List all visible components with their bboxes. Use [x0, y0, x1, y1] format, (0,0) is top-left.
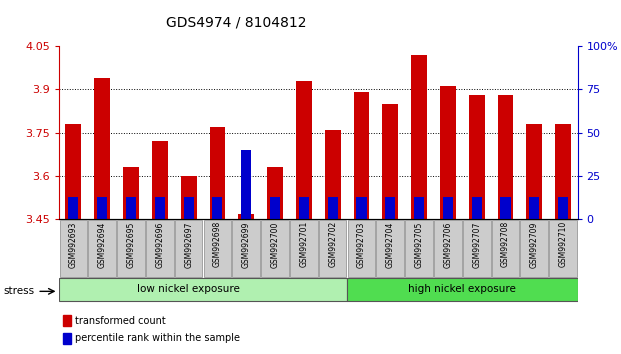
FancyBboxPatch shape: [117, 220, 145, 277]
Text: GSM992700: GSM992700: [271, 221, 279, 268]
Text: GSM992693: GSM992693: [69, 221, 78, 268]
FancyBboxPatch shape: [348, 220, 375, 277]
FancyBboxPatch shape: [550, 220, 577, 277]
Bar: [270, 197, 280, 219]
Bar: [440, 86, 456, 219]
Text: GSM992707: GSM992707: [472, 221, 481, 268]
Bar: [126, 197, 136, 219]
Bar: [209, 127, 225, 219]
FancyBboxPatch shape: [175, 220, 202, 277]
Bar: [353, 92, 369, 219]
Text: high nickel exposure: high nickel exposure: [409, 284, 516, 295]
Bar: [411, 55, 427, 219]
FancyBboxPatch shape: [88, 220, 116, 277]
Bar: [123, 167, 139, 219]
FancyBboxPatch shape: [146, 220, 174, 277]
FancyBboxPatch shape: [60, 220, 87, 277]
FancyBboxPatch shape: [520, 220, 548, 277]
Bar: [97, 197, 107, 219]
Bar: [212, 197, 222, 219]
Text: GSM992694: GSM992694: [97, 221, 107, 268]
FancyBboxPatch shape: [492, 220, 519, 277]
Text: GSM992703: GSM992703: [357, 221, 366, 268]
Bar: [63, 315, 71, 326]
FancyBboxPatch shape: [406, 220, 433, 277]
Bar: [94, 78, 110, 219]
Bar: [267, 167, 283, 219]
Bar: [469, 95, 484, 219]
Text: GSM992699: GSM992699: [242, 221, 251, 268]
FancyBboxPatch shape: [347, 279, 578, 301]
FancyBboxPatch shape: [290, 220, 318, 277]
Bar: [155, 197, 165, 219]
Bar: [527, 124, 542, 219]
FancyBboxPatch shape: [261, 220, 289, 277]
Text: stress: stress: [3, 286, 34, 296]
FancyBboxPatch shape: [434, 220, 462, 277]
Text: GSM992697: GSM992697: [184, 221, 193, 268]
Text: GSM992704: GSM992704: [386, 221, 395, 268]
Bar: [65, 124, 81, 219]
Text: percentile rank within the sample: percentile rank within the sample: [75, 333, 240, 343]
Text: GSM992708: GSM992708: [501, 221, 510, 268]
Bar: [296, 81, 312, 219]
Bar: [472, 197, 482, 219]
Bar: [501, 197, 510, 219]
Text: GSM992701: GSM992701: [299, 221, 309, 268]
Text: GDS4974 / 8104812: GDS4974 / 8104812: [166, 16, 306, 30]
Bar: [385, 197, 396, 219]
Text: GSM992695: GSM992695: [127, 221, 135, 268]
FancyBboxPatch shape: [232, 220, 260, 277]
Bar: [383, 104, 398, 219]
Bar: [184, 197, 194, 219]
Bar: [558, 197, 568, 219]
Bar: [414, 197, 424, 219]
Text: transformed count: transformed count: [75, 316, 165, 326]
Text: GSM992705: GSM992705: [415, 221, 424, 268]
FancyBboxPatch shape: [463, 220, 491, 277]
Bar: [238, 214, 254, 219]
FancyBboxPatch shape: [376, 220, 404, 277]
FancyBboxPatch shape: [59, 279, 347, 301]
Bar: [356, 197, 366, 219]
Bar: [443, 197, 453, 219]
Text: GSM992702: GSM992702: [328, 221, 337, 268]
Bar: [497, 95, 514, 219]
FancyBboxPatch shape: [319, 220, 347, 277]
Bar: [241, 150, 252, 219]
Bar: [529, 197, 540, 219]
Bar: [555, 124, 571, 219]
Bar: [68, 197, 78, 219]
Text: low nickel exposure: low nickel exposure: [137, 284, 240, 295]
Text: GSM992696: GSM992696: [155, 221, 165, 268]
Text: GSM992698: GSM992698: [213, 221, 222, 268]
Text: GSM992710: GSM992710: [559, 221, 568, 268]
Bar: [152, 141, 168, 219]
Bar: [63, 333, 71, 344]
Text: GSM992706: GSM992706: [443, 221, 452, 268]
Text: GSM992709: GSM992709: [530, 221, 539, 268]
Bar: [299, 197, 309, 219]
FancyBboxPatch shape: [204, 220, 231, 277]
Bar: [328, 197, 338, 219]
Bar: [325, 130, 340, 219]
Bar: [181, 176, 197, 219]
